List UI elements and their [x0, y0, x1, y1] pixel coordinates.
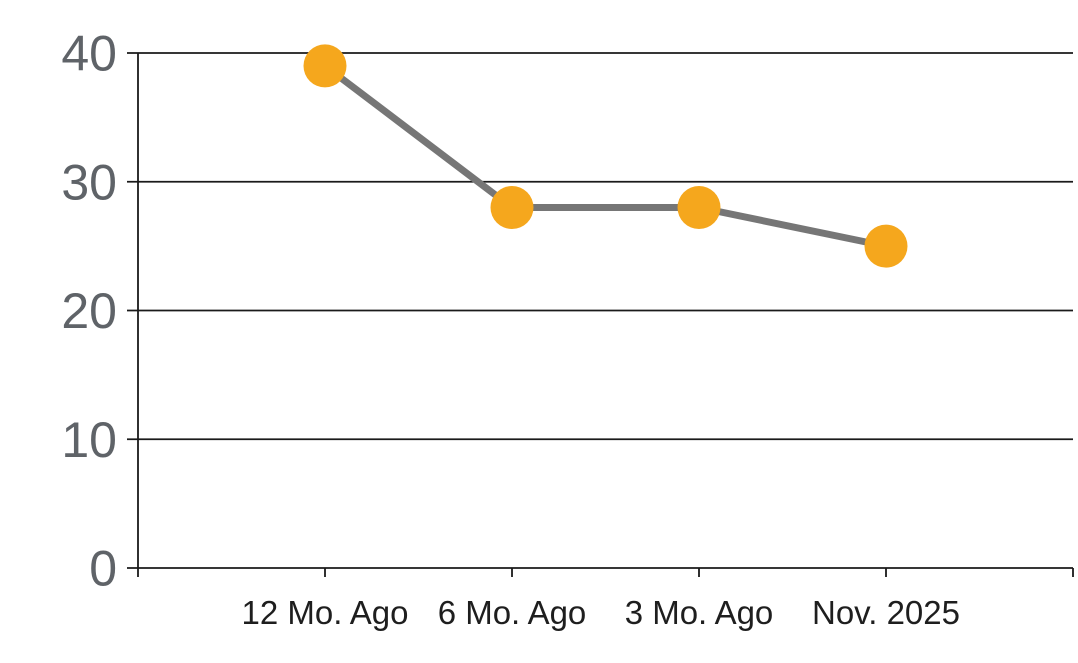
y-tick-label: 20	[61, 283, 117, 339]
x-tick-label: 6 Mo. Ago	[438, 594, 587, 631]
data-point	[490, 186, 534, 229]
data-point	[864, 224, 908, 268]
data-point	[677, 186, 721, 229]
y-tick-label: 40	[61, 26, 117, 82]
series-line	[322, 63, 887, 250]
x-tick-label: Nov. 2025	[812, 594, 960, 631]
data-point	[303, 44, 347, 88]
y-tick-label: 30	[61, 154, 117, 210]
x-tick-label: 12 Mo. Ago	[242, 594, 409, 631]
y-tick-label: 0	[89, 541, 117, 597]
x-tick-label: 3 Mo. Ago	[625, 594, 774, 631]
y-tick-label: 10	[61, 412, 117, 468]
